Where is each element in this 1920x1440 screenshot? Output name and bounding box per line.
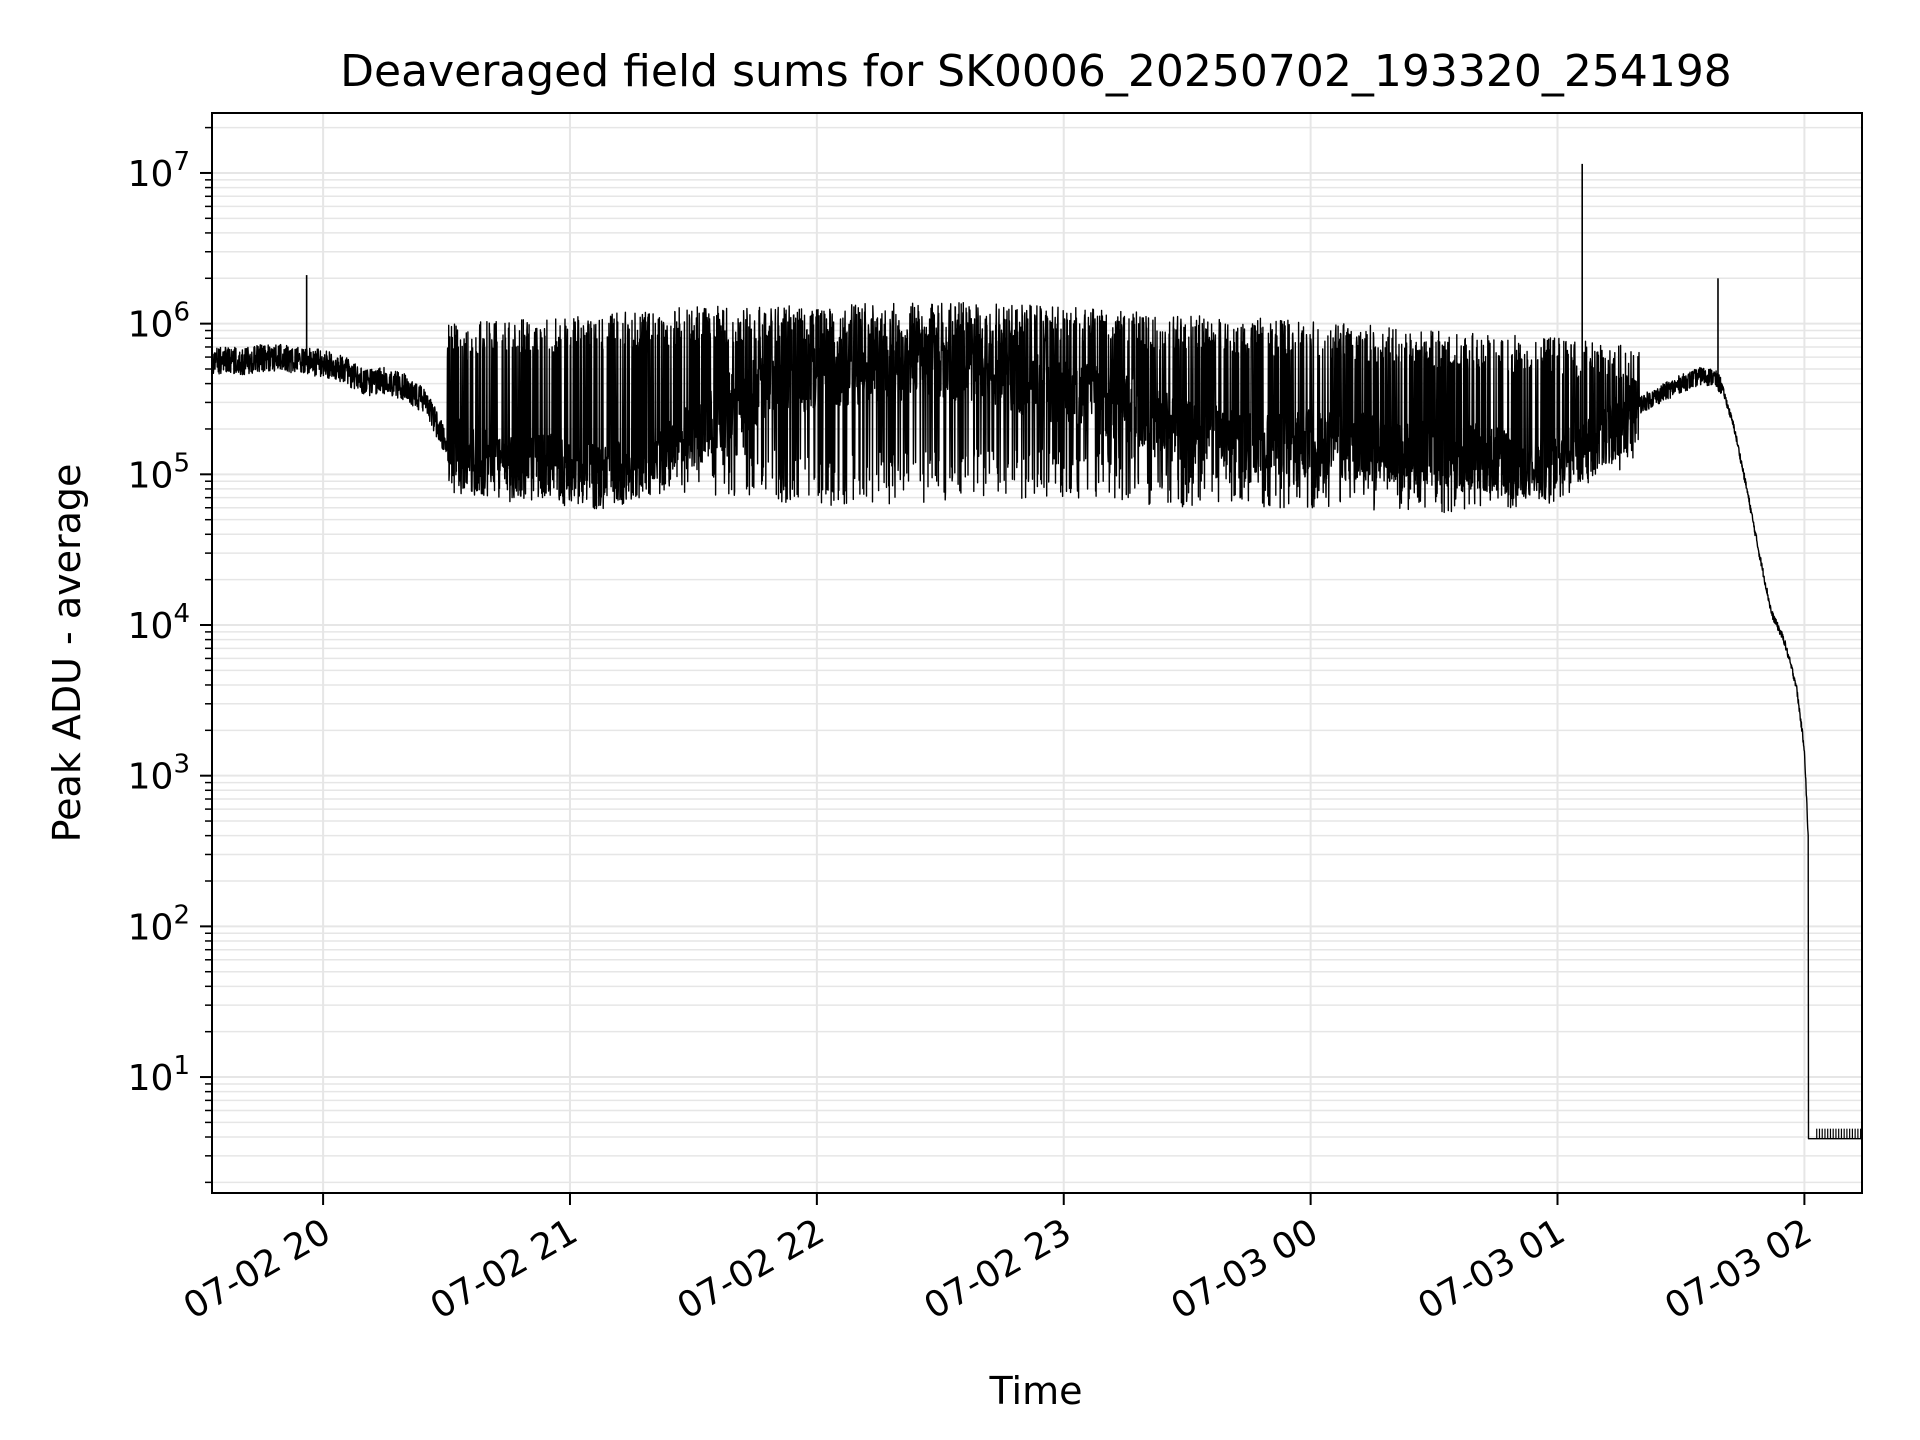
series-group [212,163,1862,1140]
x-tick-label: 07-03 01 [1411,1211,1572,1327]
x-tick-label: 07-03 00 [1164,1211,1325,1327]
x-axis: 07-02 20 07-02 21 07-02 22 07-02 23 07-03 00… [177,1193,1819,1328]
y-axis: 101 102 103 104 105 106 107 [128,126,212,1184]
x-tick-label: 07-02 21 [424,1211,585,1327]
x-tick-label: 07-02 23 [918,1211,1079,1327]
y-tick-label: 105 [128,448,190,496]
y-tick-label: 106 [128,298,190,346]
plot-area [212,163,1862,1140]
grid [212,113,1862,1193]
y-tick-label: 102 [128,900,190,948]
y-tick-label: 103 [128,750,190,798]
plot-frame [211,112,1863,1194]
series-line [212,302,1862,1140]
x-tick-label: 07-02 20 [177,1211,338,1327]
y-tick-label: 101 [128,1051,190,1099]
y-tick-label: 104 [128,599,190,647]
x-axis-label: Time [989,1369,1083,1413]
y-tick-label: 107 [128,147,190,195]
y-axis-label: Peak ADU - average [45,464,89,843]
x-tick-label: 07-03 02 [1658,1211,1819,1327]
chart-title: Deaveraged field sums for SK0006_2025070… [340,46,1732,97]
x-tick-label: 07-02 22 [671,1211,832,1327]
